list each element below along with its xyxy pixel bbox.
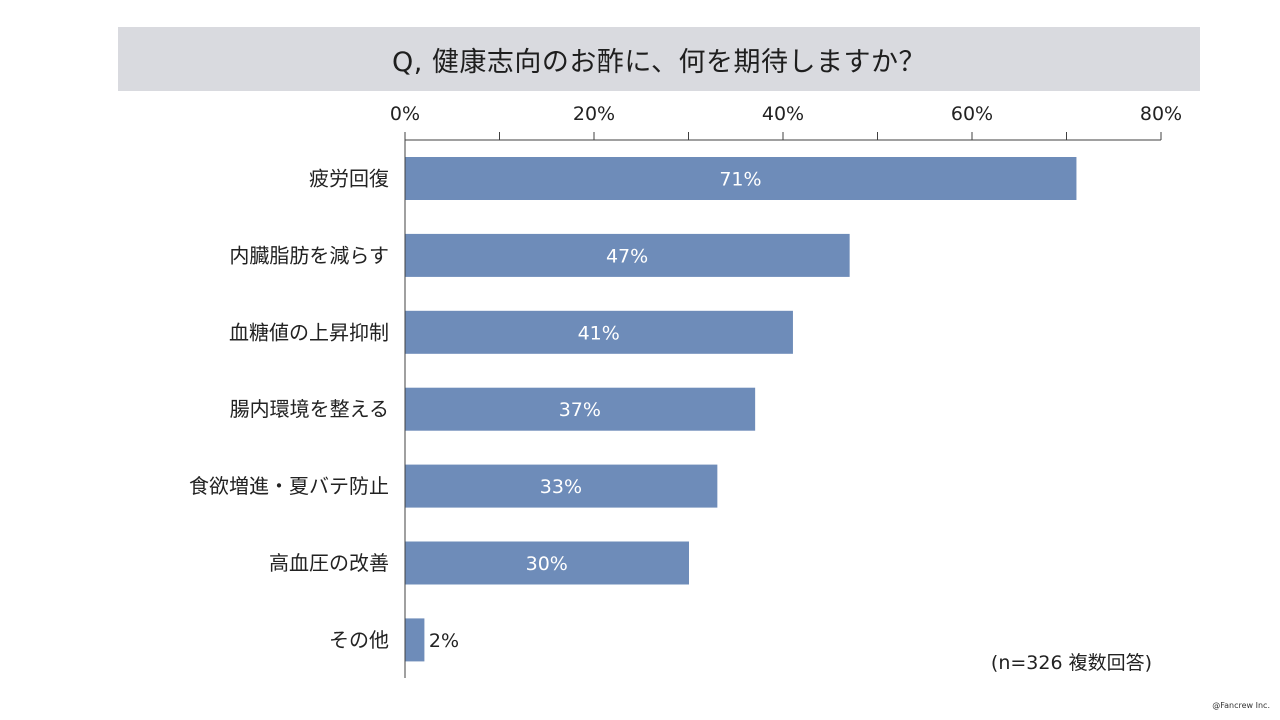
- bar: [405, 387, 756, 431]
- category-label: その他: [329, 628, 389, 652]
- category-label: 腸内環境を整える: [230, 397, 389, 421]
- copyright-text: @Fancrew Inc.: [1212, 701, 1270, 710]
- data-label: 41%: [578, 322, 620, 344]
- data-label: 37%: [559, 399, 601, 421]
- category-label: 食欲増進・夏バテ防止: [189, 474, 389, 498]
- bar: [405, 464, 718, 508]
- data-label: 33%: [540, 476, 582, 498]
- data-label: 2%: [429, 630, 459, 652]
- data-label: 30%: [526, 553, 568, 575]
- x-tick-label: 20%: [573, 103, 615, 125]
- bar: [405, 310, 793, 354]
- x-tick-label: 60%: [951, 103, 993, 125]
- data-label: 47%: [606, 245, 648, 267]
- chart-title-bar: Q, 健康志向のお酢に、何を期待しますか？: [118, 27, 1200, 91]
- chart-title: Q, 健康志向のお酢に、何を期待しますか？: [391, 46, 927, 78]
- category-label: 血糖値の上昇抑制: [229, 320, 389, 344]
- x-tick-label: 40%: [762, 103, 804, 125]
- category-label: 内臓脂肪を減らす: [229, 243, 389, 267]
- bar: [405, 541, 689, 585]
- data-label: 71%: [719, 169, 761, 191]
- x-tick-label: 80%: [1140, 103, 1182, 125]
- bar: [405, 157, 1077, 200]
- category-label: 疲労回復: [309, 167, 389, 191]
- sample-size-note: (n=326 複数回答): [990, 652, 1152, 674]
- bar: [405, 618, 425, 662]
- bar: [405, 233, 850, 277]
- category-label: 高血圧の改善: [269, 551, 389, 575]
- x-tick-label: 0%: [390, 103, 420, 125]
